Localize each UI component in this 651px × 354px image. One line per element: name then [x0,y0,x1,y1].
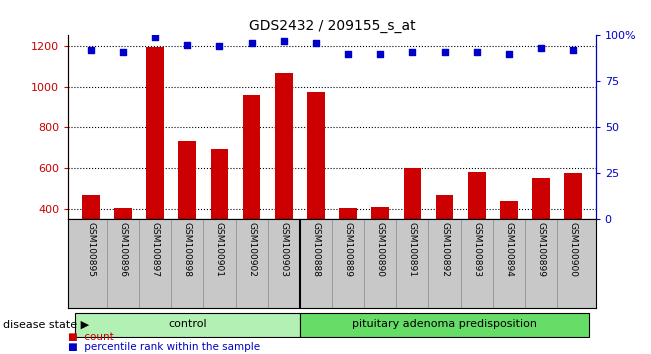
Text: GSM100900: GSM100900 [569,222,577,277]
Bar [114,208,132,291]
Text: disease state ▶: disease state ▶ [3,320,89,330]
Bar [243,95,260,291]
Bar [339,207,357,291]
Text: GSM100892: GSM100892 [440,222,449,277]
Text: GSM100898: GSM100898 [183,222,192,277]
Bar [404,169,421,291]
Text: GSM100888: GSM100888 [311,222,320,277]
Bar [372,207,389,291]
Text: GSM100894: GSM100894 [505,222,514,277]
Bar [436,195,453,291]
Text: GSM100895: GSM100895 [87,222,95,277]
Text: GSM100893: GSM100893 [472,222,481,277]
Point [375,51,385,57]
Point [279,38,289,44]
FancyBboxPatch shape [300,313,589,337]
Point [182,42,193,47]
Text: GSM100896: GSM100896 [118,222,128,277]
Bar [211,149,229,291]
Text: GSM100902: GSM100902 [247,222,256,277]
Bar [275,73,292,291]
Point [536,45,546,51]
Point [311,40,321,46]
Text: control: control [168,319,206,329]
Text: ■  percentile rank within the sample: ■ percentile rank within the sample [68,342,260,352]
Text: GSM100897: GSM100897 [150,222,159,277]
Point [118,49,128,55]
Bar [500,201,518,291]
Bar [146,47,164,291]
Point [214,44,225,49]
FancyBboxPatch shape [75,313,300,337]
Bar [82,195,100,291]
Point [86,47,96,53]
Text: GSM100903: GSM100903 [279,222,288,277]
Text: GSM100890: GSM100890 [376,222,385,277]
Text: ■  count: ■ count [68,332,114,342]
Point [150,34,160,40]
Bar [178,141,196,291]
Text: pituitary adenoma predisposition: pituitary adenoma predisposition [352,319,537,329]
Text: GSM100899: GSM100899 [536,222,546,277]
Text: GSM100891: GSM100891 [408,222,417,277]
Point [247,40,257,46]
Text: GSM100901: GSM100901 [215,222,224,277]
Bar [307,92,325,291]
Point [439,49,450,55]
Bar [532,178,550,291]
Point [568,47,578,53]
Title: GDS2432 / 209155_s_at: GDS2432 / 209155_s_at [249,19,415,33]
Point [343,51,353,57]
Bar [468,172,486,291]
Point [471,49,482,55]
Point [407,49,417,55]
Bar [564,173,582,291]
Text: GSM100889: GSM100889 [344,222,353,277]
Point [504,51,514,57]
